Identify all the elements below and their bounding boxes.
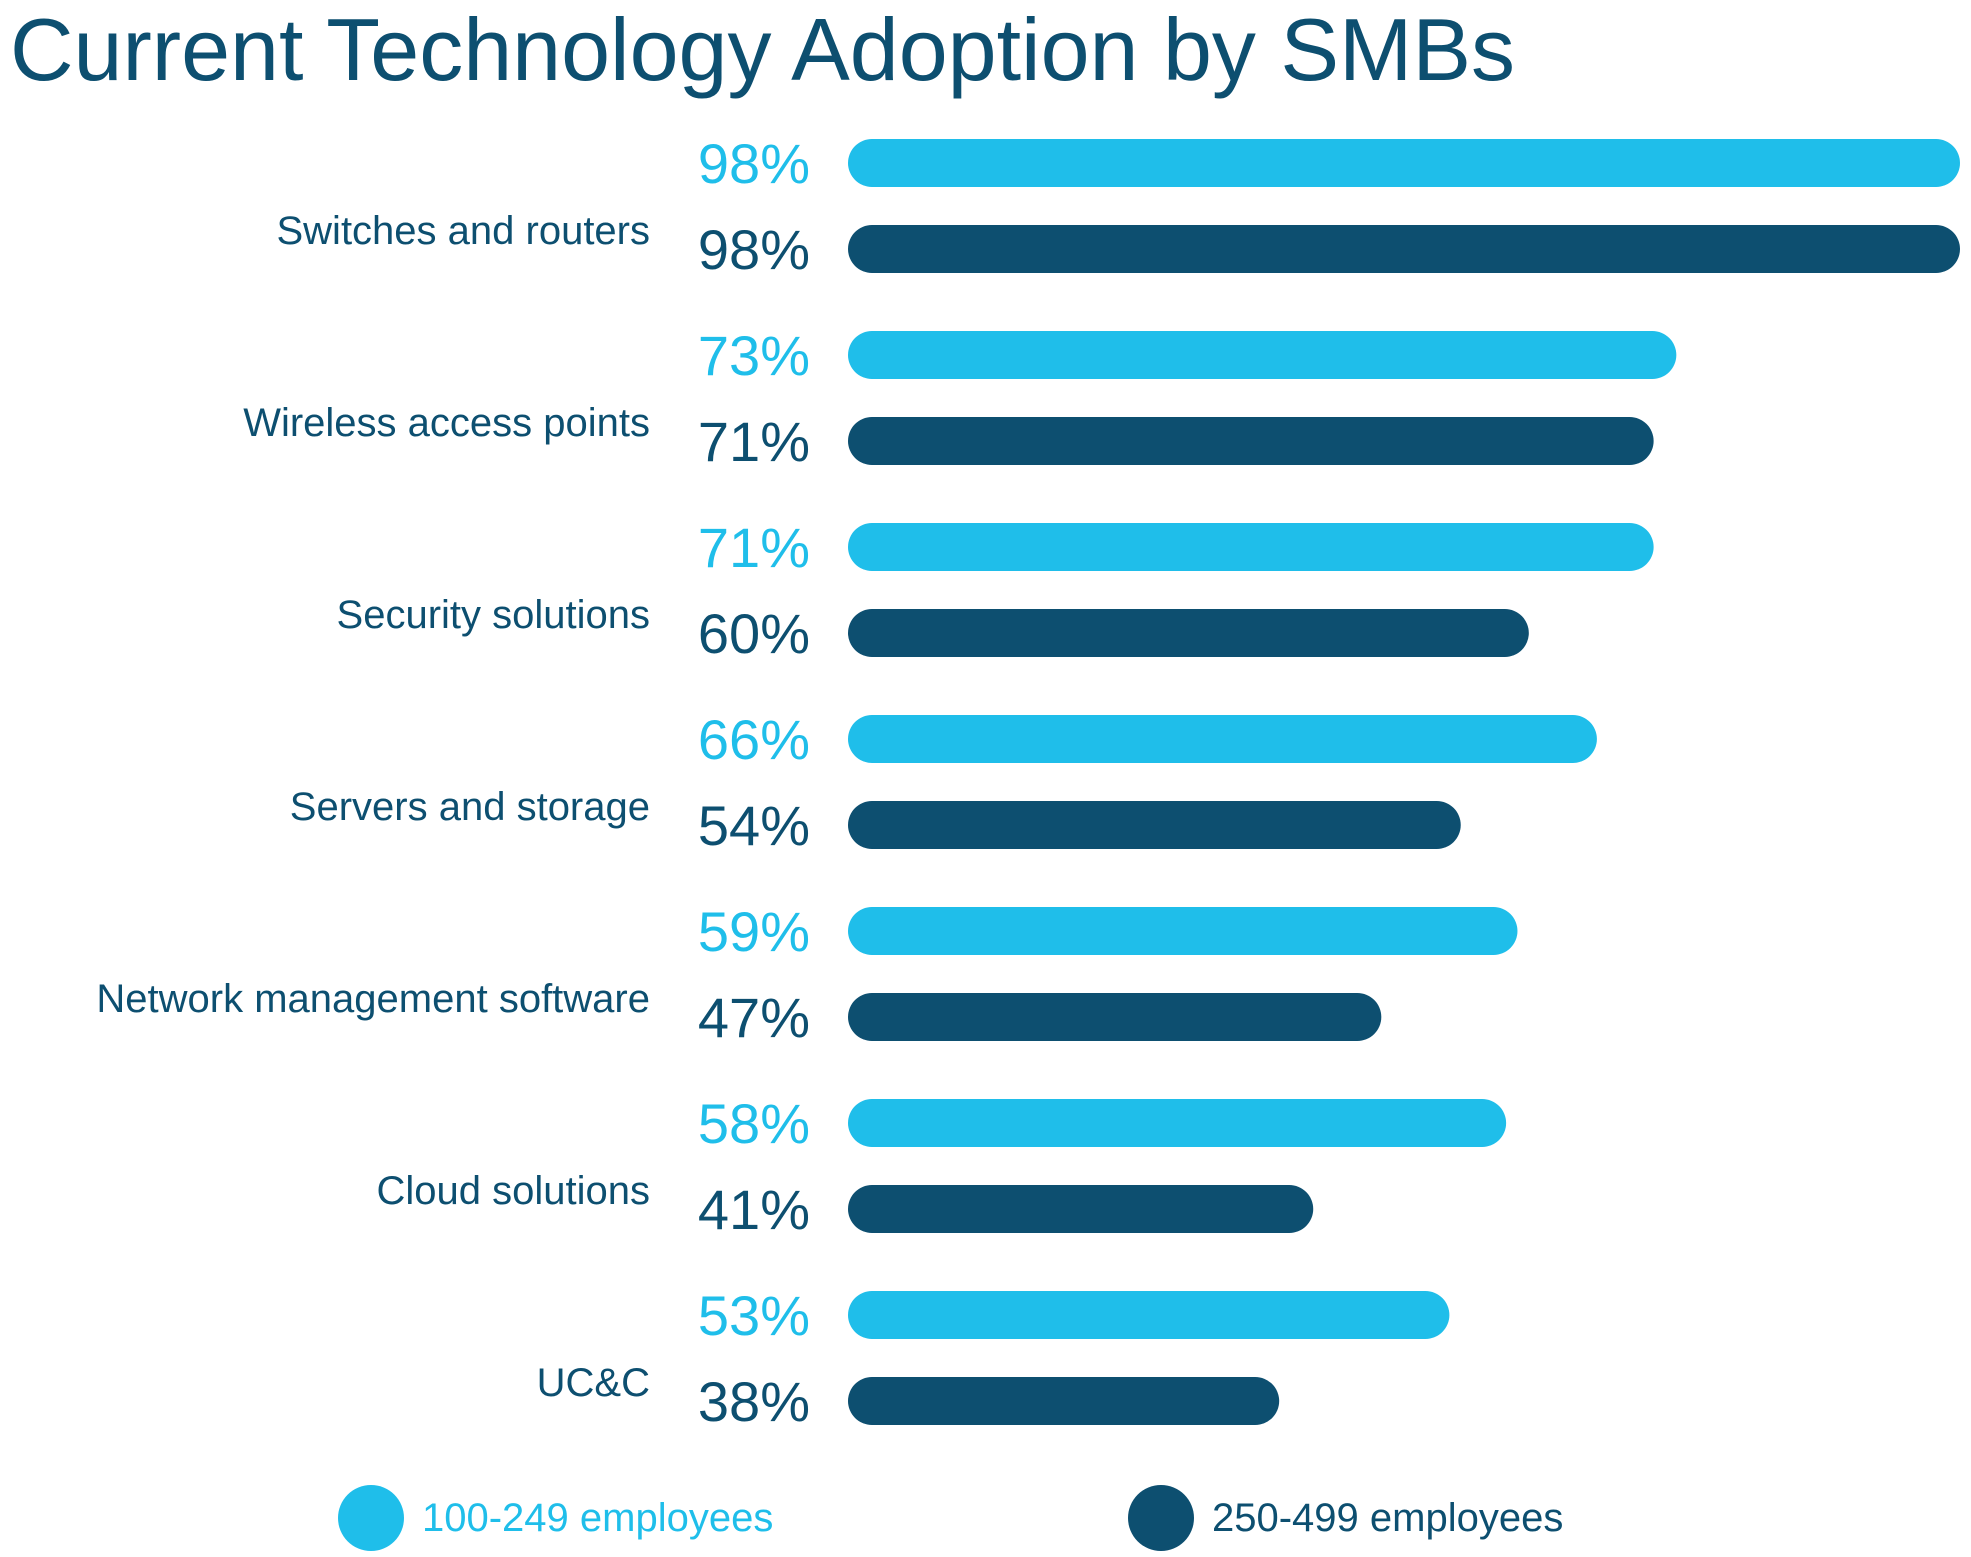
bar-wireless-access-points-series-1 bbox=[848, 331, 1677, 379]
bar-wireless-access-points-series-2 bbox=[848, 417, 1654, 465]
bar-security-solutions-series-2 bbox=[848, 609, 1529, 657]
legend: 100-249 employees 250-499 employees bbox=[338, 1483, 1638, 1553]
value-label-network-management-software-series-1: 59% bbox=[698, 900, 810, 963]
bar-cloud-solutions-series-1 bbox=[848, 1099, 1507, 1147]
value-label-cloud-solutions-series-2: 41% bbox=[698, 1178, 810, 1241]
value-label-uc-c-series-1: 53% bbox=[698, 1284, 810, 1347]
category-label-servers-and-storage: Servers and storage bbox=[290, 785, 650, 829]
legend-swatch-series-2 bbox=[1128, 1485, 1194, 1551]
value-label-switches-and-routers-series-1: 98% bbox=[698, 132, 810, 195]
bar-switches-and-routers-series-1 bbox=[848, 139, 1960, 187]
value-labels: 98% 98% 73% 71% 71% 60% 66% 54% 59% 47% 58% 41% 53% 3… bbox=[698, 132, 810, 1433]
bar-network-management-software-series-2 bbox=[848, 993, 1382, 1041]
bar-uc-c-series-2 bbox=[848, 1377, 1280, 1425]
category-labels: Switches and routers Wireless access poin… bbox=[96, 209, 650, 1405]
category-label-security-solutions: Security solutions bbox=[337, 593, 650, 637]
legend-swatch-series-1 bbox=[338, 1485, 404, 1551]
value-label-wireless-access-points-series-2: 71% bbox=[698, 410, 810, 473]
value-label-servers-and-storage-series-2: 54% bbox=[698, 794, 810, 857]
bar-servers-and-storage-series-2 bbox=[848, 801, 1461, 849]
legend-item-series-2: 250-499 employees bbox=[1128, 1483, 1563, 1553]
value-label-security-solutions-series-2: 60% bbox=[698, 602, 810, 665]
category-label-wireless-access-points: Wireless access points bbox=[243, 401, 650, 445]
bar-servers-and-storage-series-1 bbox=[848, 715, 1597, 763]
bar-switches-and-routers-series-2 bbox=[848, 225, 1960, 273]
category-label-uc-c: UC&C bbox=[537, 1361, 650, 1405]
category-label-cloud-solutions: Cloud solutions bbox=[377, 1169, 651, 1213]
chart-title: Current Technology Adoption by SMBs bbox=[10, 0, 1516, 99]
value-label-switches-and-routers-series-2: 98% bbox=[698, 218, 810, 281]
category-label-network-management-software: Network management software bbox=[96, 977, 650, 1021]
legend-label-series-2: 250-499 employees bbox=[1212, 1495, 1564, 1540]
bar-network-management-software-series-1 bbox=[848, 907, 1518, 955]
bar-cloud-solutions-series-2 bbox=[848, 1185, 1314, 1233]
bar-security-solutions-series-1 bbox=[848, 523, 1654, 571]
value-label-wireless-access-points-series-1: 73% bbox=[698, 324, 810, 387]
value-label-servers-and-storage-series-1: 66% bbox=[698, 708, 810, 771]
value-label-cloud-solutions-series-1: 58% bbox=[698, 1092, 810, 1155]
value-label-security-solutions-series-1: 71% bbox=[698, 516, 810, 579]
bars bbox=[848, 139, 1960, 1425]
legend-label-series-1: 100-249 employees bbox=[422, 1495, 774, 1540]
legend-item-series-1: 100-249 employees bbox=[338, 1483, 773, 1553]
value-label-network-management-software-series-2: 47% bbox=[698, 986, 810, 1049]
bar-uc-c-series-1 bbox=[848, 1291, 1450, 1339]
value-label-uc-c-series-2: 38% bbox=[698, 1370, 810, 1433]
bar-chart: Switches and routers Wireless access poin… bbox=[96, 132, 1960, 1433]
category-label-switches-and-routers: Switches and routers bbox=[276, 209, 650, 253]
